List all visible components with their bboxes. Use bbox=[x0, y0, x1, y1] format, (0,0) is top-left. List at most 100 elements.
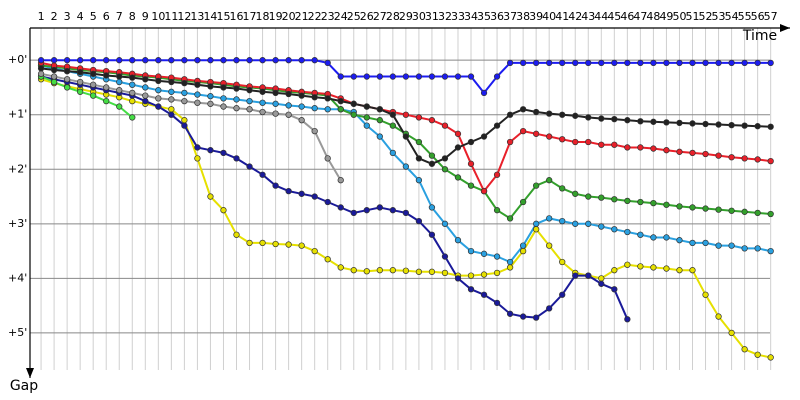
data-point bbox=[519, 242, 527, 249]
data-point bbox=[533, 314, 540, 321]
data-point bbox=[533, 59, 540, 67]
y-tick-label: +2' bbox=[8, 162, 27, 175]
data-point bbox=[546, 177, 553, 184]
data-point bbox=[441, 166, 449, 173]
data-point bbox=[611, 226, 618, 233]
data-point bbox=[428, 204, 436, 211]
data-point bbox=[246, 106, 253, 113]
data-point bbox=[637, 231, 644, 238]
data-point bbox=[272, 89, 279, 97]
x-axis-title: Time bbox=[742, 28, 777, 44]
data-point bbox=[467, 182, 475, 189]
data-point bbox=[533, 226, 540, 233]
data-point bbox=[298, 103, 305, 110]
data-point bbox=[63, 67, 71, 75]
x-tick-label: 16 bbox=[230, 10, 244, 23]
y-axis-arrow bbox=[26, 368, 34, 378]
data-point bbox=[129, 114, 136, 121]
grid: 1 2 3 4 5 6 7 8 9 10 11 12 13 14 15 16 17 18 19 20 21 22 23 24 2… bbox=[8, 10, 778, 370]
data-point bbox=[754, 351, 761, 358]
x-tick-label: 34 bbox=[464, 10, 478, 23]
data-point bbox=[702, 239, 709, 247]
data-point bbox=[441, 122, 449, 129]
data-point bbox=[493, 269, 501, 277]
data-point bbox=[559, 217, 566, 225]
data-point bbox=[181, 97, 188, 105]
data-point bbox=[77, 57, 84, 64]
data-point bbox=[741, 59, 748, 67]
x-tick-label: 22 bbox=[308, 10, 322, 23]
data-point bbox=[246, 239, 253, 247]
data-point bbox=[259, 88, 266, 95]
data-point bbox=[324, 95, 331, 102]
x-tick-label: 45 bbox=[607, 10, 621, 23]
data-point bbox=[233, 231, 240, 238]
data-point bbox=[519, 313, 527, 320]
data-point bbox=[467, 138, 475, 146]
data-point bbox=[624, 316, 631, 323]
data-point bbox=[311, 247, 318, 255]
data-point bbox=[259, 239, 266, 247]
data-point bbox=[376, 204, 383, 211]
data-point bbox=[676, 119, 683, 127]
data-point bbox=[598, 141, 605, 148]
data-point bbox=[715, 59, 722, 67]
data-point bbox=[363, 207, 370, 214]
data-point bbox=[285, 241, 292, 248]
data-point bbox=[454, 275, 462, 282]
data-point bbox=[519, 106, 527, 113]
data-point bbox=[233, 96, 240, 103]
data-point bbox=[493, 253, 501, 260]
y-axis-title: Gap bbox=[10, 378, 38, 394]
x-tick-label: 23 bbox=[321, 10, 335, 23]
data-point bbox=[402, 133, 410, 140]
data-point bbox=[116, 103, 123, 110]
data-point bbox=[50, 78, 58, 86]
data-point bbox=[506, 258, 514, 266]
data-point bbox=[728, 242, 735, 249]
data-point bbox=[142, 92, 149, 99]
data-point bbox=[90, 81, 97, 88]
x-tick-label: 6 bbox=[103, 10, 110, 23]
data-point bbox=[363, 114, 370, 121]
data-point bbox=[741, 245, 748, 252]
data-point bbox=[350, 100, 357, 107]
data-point bbox=[702, 205, 709, 212]
x-tick-label: 47 bbox=[633, 10, 647, 23]
data-point bbox=[441, 73, 449, 80]
data-point bbox=[37, 70, 45, 77]
series-line bbox=[40, 75, 629, 320]
data-point bbox=[689, 239, 696, 247]
x-tick-label: 56 bbox=[751, 10, 765, 23]
data-point bbox=[467, 160, 475, 167]
data-point bbox=[350, 73, 357, 80]
x-tick-label: 10 bbox=[151, 10, 165, 23]
data-point bbox=[754, 59, 761, 67]
data-point bbox=[650, 145, 657, 152]
data-point bbox=[519, 127, 527, 135]
data-point bbox=[129, 74, 136, 81]
data-point bbox=[168, 106, 175, 113]
x-tick-label: 27 bbox=[373, 10, 387, 23]
data-point bbox=[546, 305, 553, 312]
x-tick-label: 26 bbox=[360, 10, 374, 23]
data-point bbox=[637, 59, 644, 67]
data-point bbox=[233, 105, 240, 112]
data-point bbox=[246, 87, 253, 94]
data-point bbox=[298, 190, 305, 197]
data-point bbox=[194, 144, 201, 151]
data-point bbox=[598, 115, 605, 122]
data-point bbox=[767, 247, 774, 255]
data-point bbox=[546, 133, 553, 140]
data-point bbox=[519, 198, 527, 206]
x-tick-label: 32 bbox=[438, 10, 452, 23]
data-point bbox=[650, 234, 657, 241]
data-point bbox=[428, 268, 436, 275]
data-point bbox=[506, 215, 514, 222]
data-point bbox=[572, 272, 579, 279]
data-point bbox=[676, 203, 683, 210]
data-point bbox=[728, 207, 735, 214]
data-point bbox=[389, 267, 396, 274]
data-point bbox=[689, 204, 696, 211]
data-point bbox=[533, 182, 540, 189]
